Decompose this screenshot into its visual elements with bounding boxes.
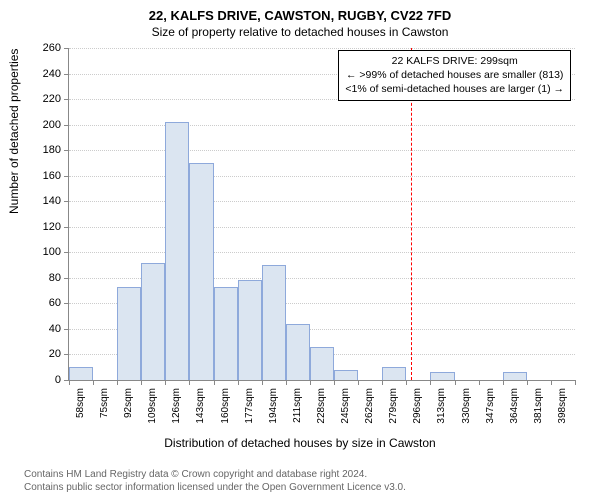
gridline — [69, 125, 575, 126]
x-tick-label: 143sqm — [195, 388, 206, 424]
histogram-bar — [165, 122, 189, 380]
x-tick — [406, 380, 407, 385]
footer-line: Contains public sector information licen… — [24, 481, 406, 494]
x-tick — [310, 380, 311, 385]
gridline — [69, 176, 575, 177]
x-tick — [165, 380, 166, 385]
annotation-line: ← >99% of detached houses are smaller (8… — [345, 68, 564, 82]
y-tick-label: 20 — [49, 348, 69, 360]
annotation-line: <1% of semi-detached houses are larger (… — [345, 82, 564, 96]
x-tick-label: 364sqm — [509, 388, 520, 424]
histogram-bar — [334, 370, 358, 380]
x-tick-label: 211sqm — [292, 388, 303, 423]
x-tick-label: 75sqm — [99, 388, 110, 418]
footer-attribution: Contains HM Land Registry data © Crown c… — [24, 468, 406, 494]
x-tick — [117, 380, 118, 385]
x-tick — [382, 380, 383, 385]
y-tick-label: 180 — [43, 144, 69, 156]
x-tick — [286, 380, 287, 385]
x-tick-label: 330sqm — [461, 388, 472, 424]
x-tick — [69, 380, 70, 385]
x-tick-label: 262sqm — [364, 388, 375, 424]
gridline — [69, 150, 575, 151]
histogram-bar — [382, 367, 406, 380]
x-tick — [238, 380, 239, 385]
gridline — [69, 48, 575, 49]
annotation-box: 22 KALFS DRIVE: 299sqm← >99% of detached… — [338, 50, 571, 101]
y-tick-label: 100 — [43, 246, 69, 258]
x-tick-label: 313sqm — [436, 388, 447, 424]
x-tick-label: 381sqm — [533, 388, 544, 424]
y-tick-label: 0 — [55, 374, 69, 386]
x-tick-label: 177sqm — [244, 388, 255, 424]
y-tick-label: 120 — [43, 221, 69, 233]
x-tick-label: 126sqm — [171, 388, 182, 424]
chart-plot-area: 02040608010012014016018020022024026058sq… — [68, 48, 575, 381]
histogram-bar — [189, 163, 213, 380]
histogram-bar — [262, 265, 286, 380]
x-tick — [214, 380, 215, 385]
x-tick — [262, 380, 263, 385]
x-tick — [189, 380, 190, 385]
histogram-bar — [430, 372, 454, 380]
histogram-bar — [69, 367, 93, 380]
y-tick-label: 60 — [49, 297, 69, 309]
annotation-line: 22 KALFS DRIVE: 299sqm — [345, 54, 564, 68]
y-tick-label: 240 — [43, 68, 69, 80]
x-axis-title: Distribution of detached houses by size … — [0, 436, 600, 450]
gridline — [69, 201, 575, 202]
x-tick-label: 279sqm — [388, 388, 399, 424]
x-tick-label: 109sqm — [147, 388, 158, 424]
gridline — [69, 252, 575, 253]
y-tick-label: 220 — [43, 93, 69, 105]
y-tick-label: 160 — [43, 170, 69, 182]
x-tick — [430, 380, 431, 385]
x-tick-label: 92sqm — [123, 388, 134, 418]
x-tick-label: 58sqm — [75, 388, 86, 418]
y-tick-label: 80 — [49, 272, 69, 284]
x-tick — [455, 380, 456, 385]
x-tick — [479, 380, 480, 385]
y-tick-label: 200 — [43, 119, 69, 131]
x-tick — [503, 380, 504, 385]
x-tick — [527, 380, 528, 385]
histogram-bar — [117, 287, 141, 380]
x-tick-label: 347sqm — [485, 388, 496, 424]
histogram-bar — [286, 324, 310, 380]
x-tick-label: 228sqm — [316, 388, 327, 424]
x-tick-label: 296sqm — [412, 388, 423, 424]
histogram-bar — [214, 287, 238, 380]
x-tick-label: 194sqm — [268, 388, 279, 424]
chart-title-main: 22, KALFS DRIVE, CAWSTON, RUGBY, CV22 7F… — [0, 0, 600, 23]
x-tick-label: 245sqm — [340, 388, 351, 424]
x-tick — [551, 380, 552, 385]
y-tick-label: 40 — [49, 323, 69, 335]
y-tick-label: 140 — [43, 195, 69, 207]
x-tick — [334, 380, 335, 385]
x-tick — [141, 380, 142, 385]
x-tick — [575, 380, 576, 385]
histogram-bar — [503, 372, 527, 380]
y-tick-label: 260 — [43, 42, 69, 54]
chart-title-sub: Size of property relative to detached ho… — [0, 23, 600, 39]
histogram-bar — [310, 347, 334, 380]
y-axis-title: Number of detached properties — [7, 49, 21, 214]
x-tick — [358, 380, 359, 385]
x-tick-label: 398sqm — [557, 388, 568, 424]
gridline — [69, 227, 575, 228]
histogram-bar — [238, 280, 262, 380]
x-tick-label: 160sqm — [220, 388, 231, 424]
x-tick — [93, 380, 94, 385]
histogram-bar — [141, 263, 165, 380]
footer-line: Contains HM Land Registry data © Crown c… — [24, 468, 406, 481]
